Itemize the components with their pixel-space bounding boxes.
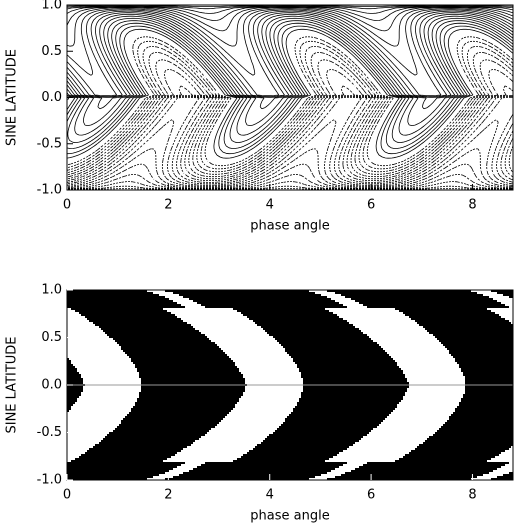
x-tick-label: 4 [266, 198, 274, 213]
y-tick-label: 0.5 [41, 44, 62, 59]
contour-line [66, 95, 514, 183]
contour-line [66, 7, 514, 47]
contour-line [66, 6, 514, 14]
x-tick-label: 0 [63, 198, 71, 213]
contour-line [66, 96, 514, 185]
y-tick-label: -0.5 [37, 136, 62, 151]
y-tick-label: 1.0 [41, 0, 62, 13]
contour-line [66, 119, 514, 187]
contour-line [66, 69, 514, 180]
contour-line [66, 46, 514, 173]
y-axis-label: SINE LATITUDE [5, 336, 20, 433]
contour-line [66, 6, 514, 21]
y-tick-label: 0.0 [41, 378, 62, 393]
contour-line [66, 181, 514, 190]
x-tick-label: 8 [468, 488, 476, 503]
contour-line [66, 188, 513, 190]
y-axis-label: SINE LATITUDE [5, 49, 20, 146]
contour-line [66, 15, 514, 126]
x-tick-label: 0 [63, 488, 71, 503]
x-tick-label: 4 [266, 488, 274, 503]
y-tick-label: 0.5 [41, 330, 62, 345]
contour-line [66, 12, 514, 98]
y-tick-label: 1.0 [41, 283, 62, 298]
y-tick-label: -1.0 [37, 183, 62, 198]
contour-line [66, 8, 514, 76]
contour-line [66, 22, 514, 149]
contour-line [66, 85, 514, 181]
y-tick-label: -0.5 [37, 425, 62, 440]
x-tick-label: 8 [468, 198, 476, 213]
x-tick-label: 2 [164, 198, 172, 213]
x-tick-label: 2 [164, 488, 172, 503]
contour-line [66, 148, 514, 188]
contour-line [66, 163, 514, 189]
contour-line [66, 5, 514, 10]
contour-line [66, 28, 514, 159]
y-tick-label: 0.0 [41, 90, 62, 105]
contour-line [66, 25, 514, 155]
x-axis-label: phase angle [250, 219, 329, 234]
contour-line [66, 96, 514, 186]
contour-line [66, 40, 514, 170]
y-tick-label: -1.0 [37, 473, 62, 488]
contour-line [66, 59, 514, 178]
contour-line [66, 52, 514, 175]
x-axis-label: phase angle [250, 509, 329, 524]
x-tick-label: 6 [367, 198, 375, 213]
x-tick-label: 6 [367, 488, 375, 503]
contour-line [66, 7, 514, 32]
